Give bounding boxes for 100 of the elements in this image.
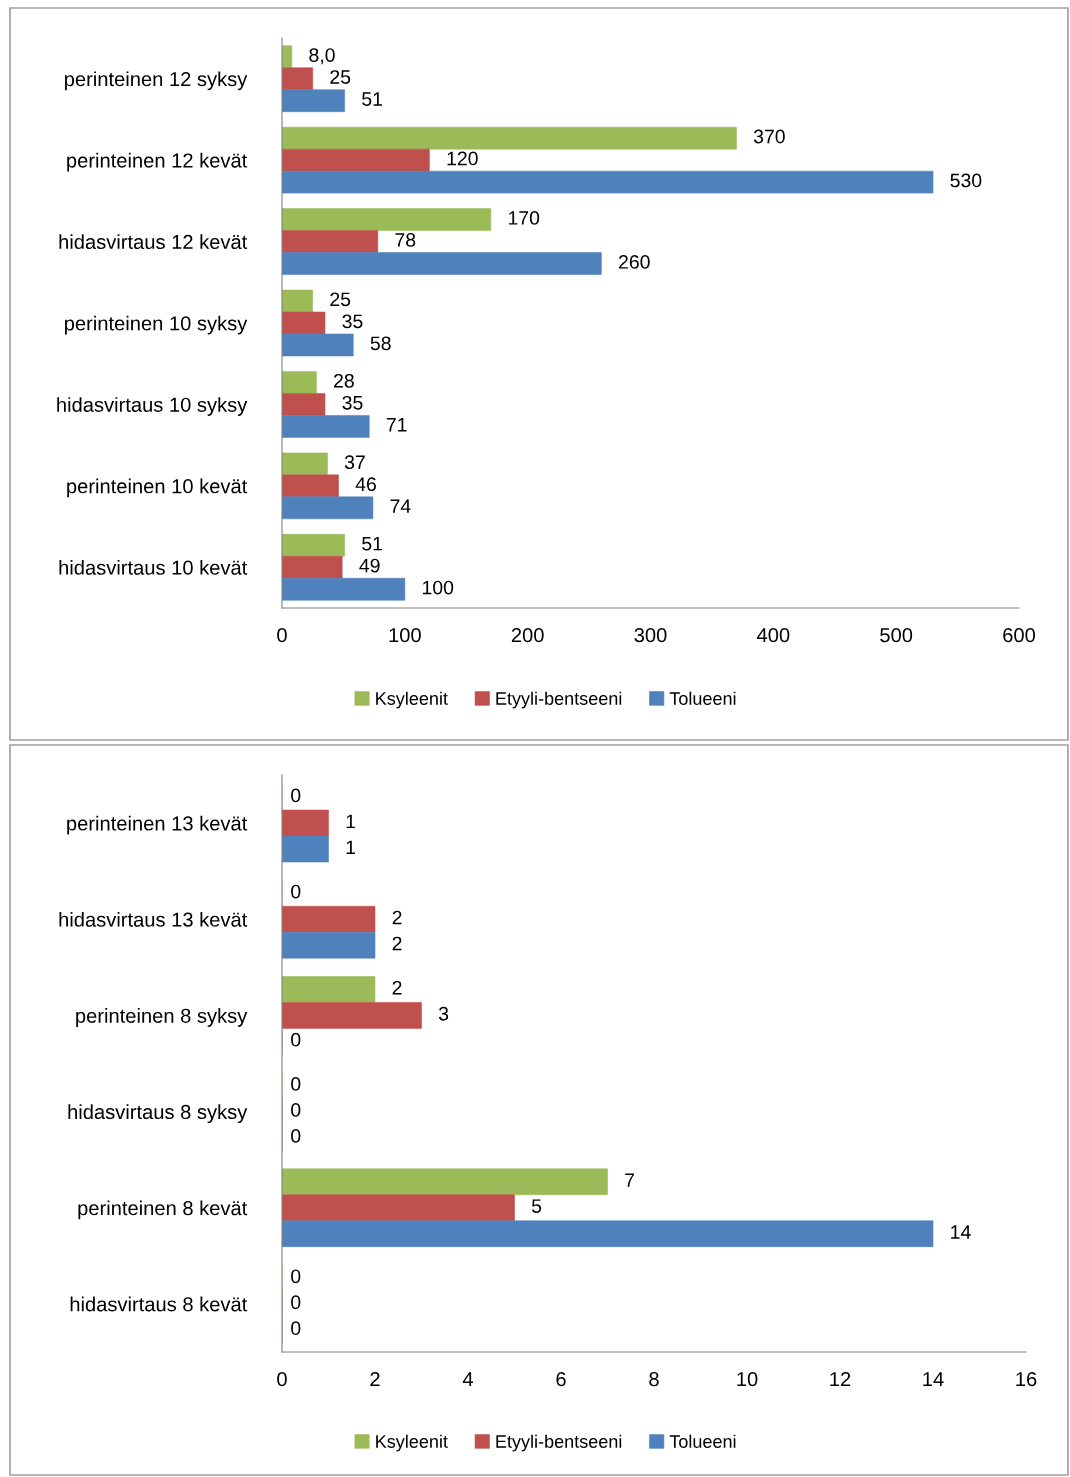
data-label: 170 (508, 211, 540, 225)
bar (282, 534, 345, 557)
data-label: 0 (291, 788, 301, 803)
y-tick-label: perinteinen 12 syksy (65, 71, 248, 91)
data-label: 8,0 (309, 48, 335, 65)
bar (282, 905, 376, 933)
legend-label: Etyyli-bentseeni (496, 1434, 622, 1452)
y-tick-label: perinteinen 12 kevät (67, 152, 248, 172)
legend-label: Tolueeni (669, 691, 736, 705)
bar (282, 809, 329, 837)
x-tick-label: 14 (923, 1372, 944, 1387)
bar (282, 311, 326, 335)
legend-label: Ksyleenit (376, 1434, 448, 1452)
data-label: 37 (344, 455, 365, 470)
data-label: 51 (362, 92, 382, 106)
bar (282, 170, 934, 194)
bar (282, 371, 317, 394)
bar (282, 230, 379, 253)
data-label: 530 (950, 173, 982, 188)
data-label: 0 (291, 1032, 301, 1047)
x-tick-label: 300 (634, 627, 667, 643)
y-tick-label: hidasvirtaus 8 kevät (70, 1296, 248, 1312)
bar (282, 1168, 608, 1196)
data-label: 370 (753, 129, 785, 144)
data-label: 1 (346, 814, 356, 829)
y-tick-label: hidasvirtaus 10 syksy (57, 397, 248, 416)
y-tick-label: hidasvirtaus 8 syksy (68, 1104, 248, 1124)
x-tick-label: 10 (737, 1371, 758, 1387)
bar (282, 1002, 422, 1029)
data-label: 7 (625, 1173, 634, 1187)
bar (282, 835, 329, 863)
bar (282, 578, 406, 601)
bar (282, 333, 354, 357)
x-tick-label: 6 (556, 1371, 566, 1387)
y-tick-label: perinteinen 8 kevät (78, 1200, 248, 1220)
bar (282, 452, 328, 476)
bar (282, 474, 339, 498)
data-label: 0 (291, 1269, 301, 1284)
bar (282, 556, 343, 579)
data-label: 28 (334, 373, 354, 388)
bar (282, 148, 430, 172)
y-tick-label: hidasvirtaus 12 kevät (59, 234, 248, 250)
bar (282, 289, 313, 313)
bar (282, 393, 326, 416)
data-label: 78 (395, 233, 416, 247)
x-tick-label: 500 (880, 627, 913, 643)
data-label: 0 (291, 1295, 301, 1310)
x-tick-label: 0 (277, 627, 287, 643)
x-tick-label: 400 (757, 627, 790, 643)
x-tick-label: 8 (649, 1371, 659, 1387)
data-label: 25 (330, 292, 351, 307)
data-label: 0 (291, 1129, 301, 1143)
bar (282, 496, 374, 520)
data-label: 1 (346, 840, 356, 855)
data-label: 49 (359, 558, 380, 573)
data-label: 100 (422, 580, 454, 595)
x-tick-label: 100 (389, 627, 421, 643)
y-tick-label: perinteinen 8 syksy (76, 1008, 248, 1027)
bar (282, 1220, 934, 1247)
bar (282, 252, 602, 275)
data-label: 0 (291, 1321, 301, 1336)
x-tick-label: 16 (1016, 1371, 1037, 1387)
data-label: 0 (291, 1077, 301, 1091)
data-label: 35 (342, 314, 363, 329)
data-label: 58 (370, 336, 391, 351)
data-label: 2 (392, 936, 402, 951)
data-label: 3 (438, 1006, 449, 1021)
x-tick-label: 4 (462, 1372, 474, 1387)
y-tick-label: perinteinen 13 kevät (67, 815, 248, 835)
legend-label: Etyyli-bentseeni (496, 691, 622, 709)
y-tick-label: hidasvirtaus 10 kevät (59, 559, 248, 575)
data-label: 120 (447, 151, 478, 166)
data-label: 74 (390, 499, 411, 513)
legend-label: Tolueeni (669, 1434, 736, 1448)
x-tick-label: 2 (370, 1371, 380, 1387)
data-label: 46 (355, 477, 376, 492)
data-label: 0 (291, 884, 301, 899)
data-label: 71 (386, 418, 407, 432)
data-label: 2 (392, 980, 402, 995)
bar (282, 89, 345, 112)
y-tick-label: hidasvirtaus 13 kevät (59, 911, 248, 927)
x-tick-label: 200 (511, 627, 544, 643)
bar (282, 1194, 515, 1222)
x-tick-label: 600 (1003, 627, 1036, 643)
bar (282, 126, 737, 150)
x-tick-label: 12 (830, 1371, 851, 1387)
data-label: 14 (951, 1225, 971, 1239)
data-label: 2 (392, 910, 402, 925)
bar (282, 415, 370, 438)
data-label: 35 (342, 395, 363, 410)
y-tick-label: perinteinen 10 kevät (67, 478, 248, 498)
data-label: 5 (531, 1199, 542, 1213)
data-label: 25 (330, 70, 351, 84)
bar (282, 67, 313, 90)
bar (282, 931, 376, 959)
data-label: 51 (362, 536, 382, 551)
bar (282, 208, 492, 231)
x-tick-label: 0 (277, 1371, 287, 1387)
legend-label: Ksyleenit (376, 691, 448, 709)
bar (282, 976, 376, 1003)
